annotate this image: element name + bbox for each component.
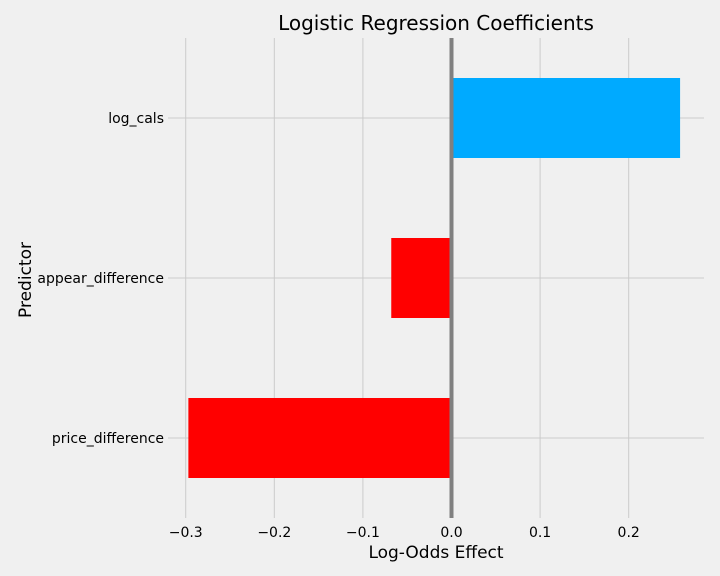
- y-tick-label: price_difference: [52, 431, 164, 447]
- x-tick-labels: −0.3 −0.2 −0.1 0.0 0.1 0.2: [169, 525, 640, 541]
- bars: [188, 78, 681, 478]
- x-axis-label: Log-Odds Effect: [368, 543, 503, 563]
- y-tick-labels: price_difference appear_difference log_cal…: [37, 111, 164, 447]
- bar-appear-difference: [391, 238, 452, 318]
- y-axis-label: Predictor: [16, 242, 36, 318]
- y-tick-label: log_cals: [108, 111, 164, 127]
- x-tick-label: −0.2: [257, 525, 291, 541]
- x-tick-label: −0.3: [169, 525, 203, 541]
- bar-price-difference: [188, 398, 452, 478]
- chart-title: Logistic Regression Coefficients: [278, 11, 594, 35]
- x-tick-label: 0.1: [529, 525, 551, 541]
- x-tick-label: −0.1: [346, 525, 380, 541]
- y-tick-label: appear_difference: [37, 271, 164, 287]
- x-tick-label: 0.2: [618, 525, 640, 541]
- bar-log-cals: [451, 78, 681, 158]
- x-tick-label: 0.0: [440, 525, 462, 541]
